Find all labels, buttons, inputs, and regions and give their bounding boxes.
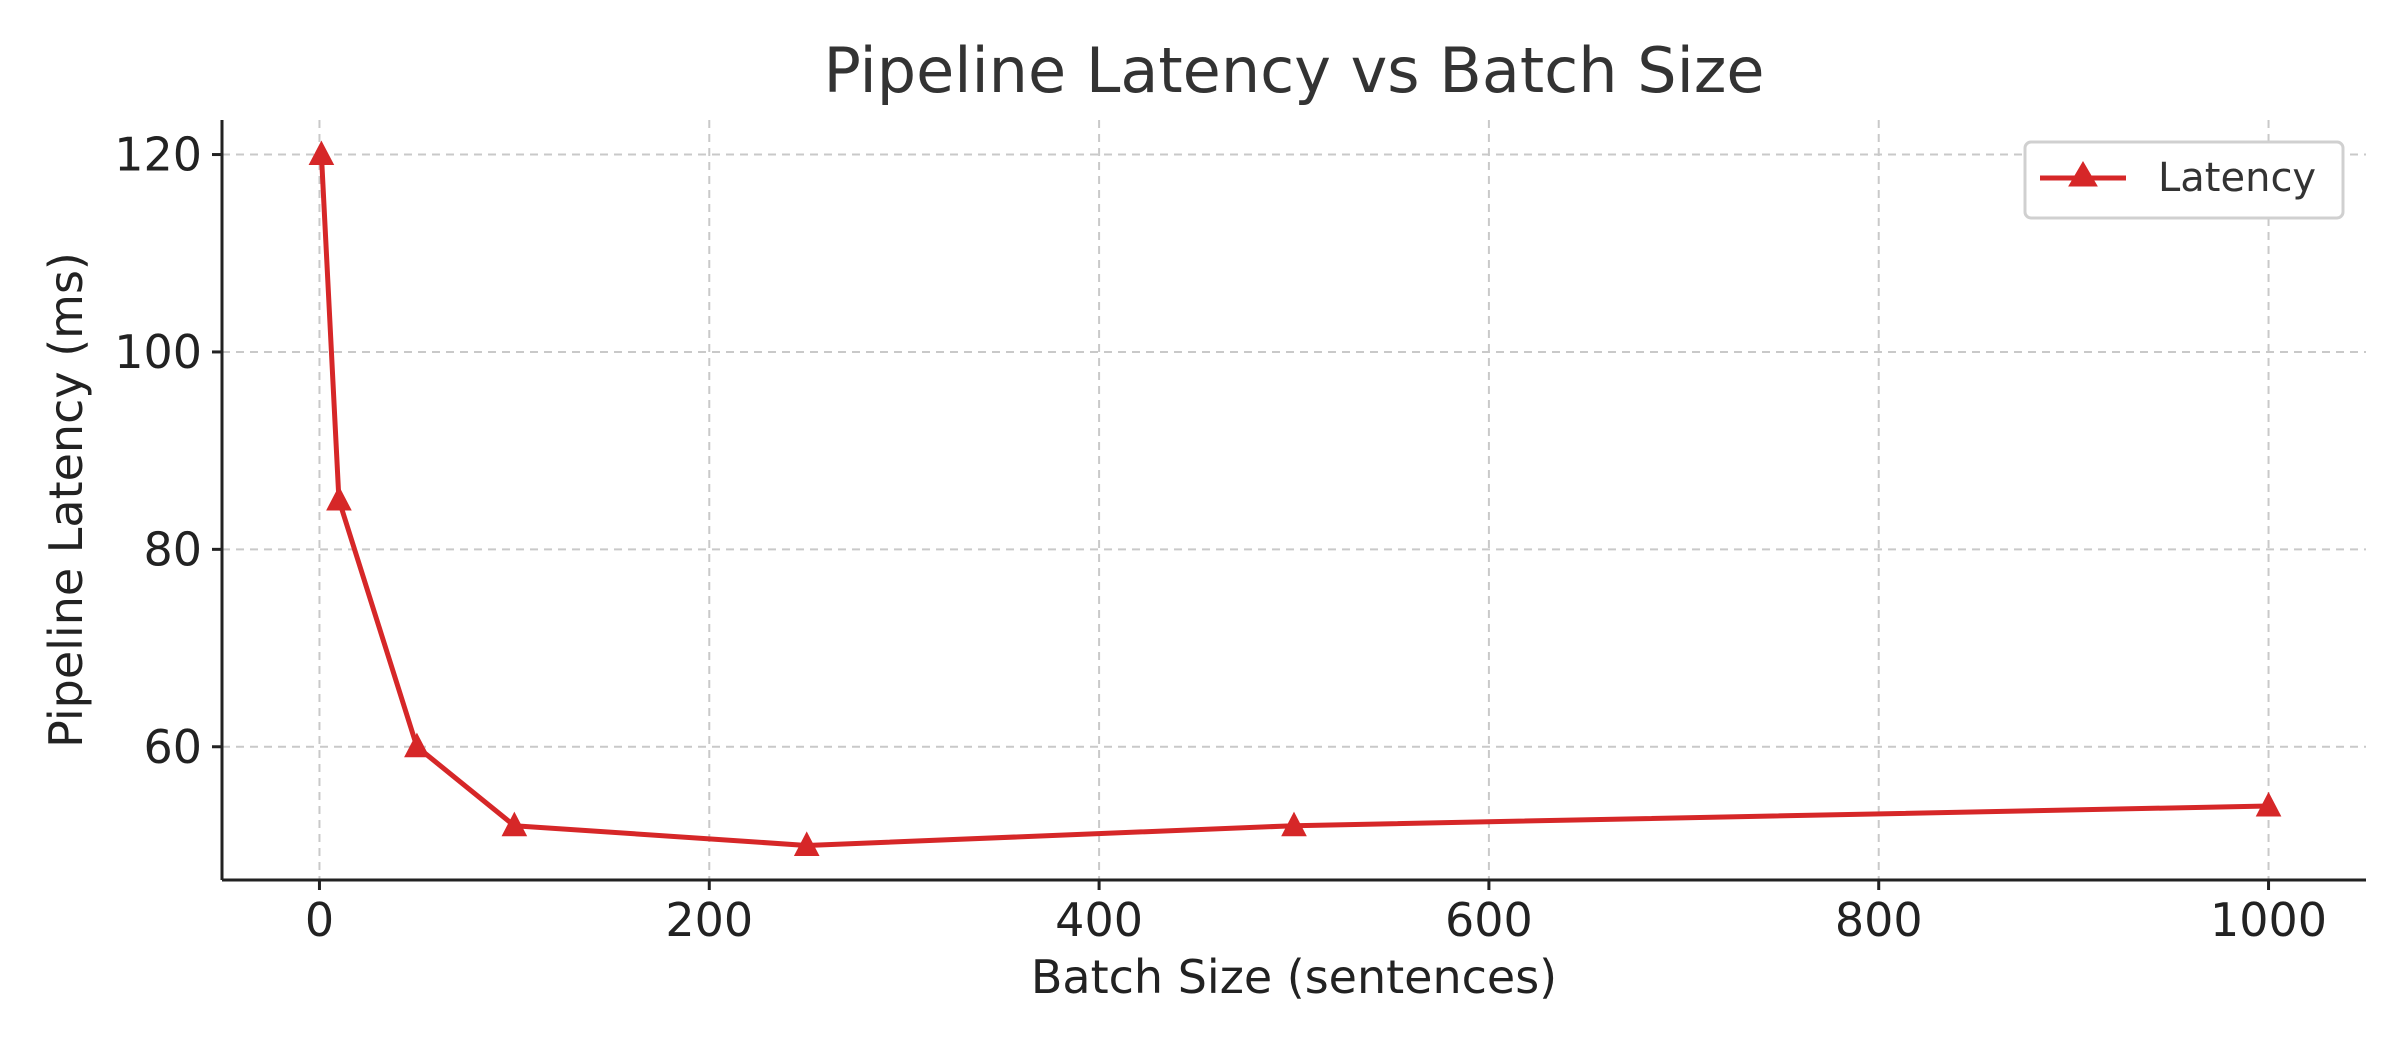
data-point [793,831,820,856]
axes [220,120,2366,882]
y-axis-label: Pipeline Latency (ms) [39,252,93,748]
y-tick-label: 100 [114,325,202,379]
data-point [2255,791,2282,817]
data-point [1281,811,1307,837]
data-point [404,732,430,758]
series-layer [308,140,2282,856]
x-tick-label: 1000 [2210,893,2327,947]
x-tick-label: 800 [1835,893,1923,947]
x-tick-label: 0 [305,893,334,947]
data-point [501,811,528,837]
grid [222,120,2366,880]
series-line-latency [318,152,2272,848]
legend-box [2023,140,2345,220]
y-tick-label: 80 [143,522,202,576]
x-axis-label: Batch Size (sentences) [1031,950,1557,1004]
legend-marker [2068,161,2098,187]
x-tick-label: 400 [1055,893,1143,947]
y-tick-label: 60 [143,720,202,774]
x-axis-ticks: 0 200 400 600 800 1000 [305,880,2327,947]
x-tick-label: 600 [1445,893,1533,947]
legend-label: Latency [2158,155,2316,201]
x-tick-label: 200 [665,893,753,947]
data-point [308,140,335,166]
data-point [326,485,352,511]
y-tick-label: 120 [114,128,202,182]
y-axis-ticks: 60 80 100 120 [114,128,222,774]
chart-title: Pipeline Latency vs Batch Size [823,34,1764,107]
legend: Latency [2023,140,2345,220]
